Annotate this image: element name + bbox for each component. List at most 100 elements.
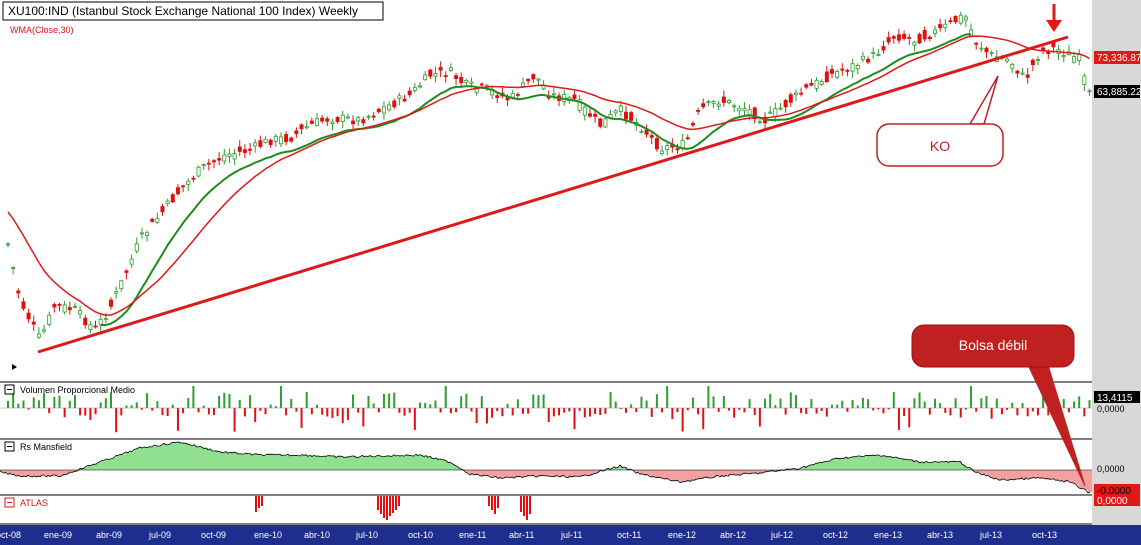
rs-area-slice <box>74 470 76 472</box>
volume-bar <box>238 399 241 408</box>
rs-area-slice <box>554 470 556 477</box>
rs-area-slice <box>612 468 614 470</box>
candle-body <box>26 312 31 320</box>
volume-bar <box>542 394 545 408</box>
rs-area-slice <box>210 448 212 470</box>
volume-bar <box>583 408 586 418</box>
atlas-bar <box>526 496 528 520</box>
rs-area-slice <box>818 463 820 470</box>
candle-body <box>819 81 824 85</box>
rs-area-slice <box>1088 470 1090 493</box>
rs-area-slice <box>68 470 70 474</box>
rs-area-slice <box>824 461 826 470</box>
rs-area-slice <box>264 455 266 470</box>
rs-area-slice <box>52 470 54 476</box>
rs-area-slice <box>606 469 608 470</box>
candle-body <box>922 30 927 40</box>
volume-bar <box>625 408 627 413</box>
volume-bar <box>1037 408 1039 416</box>
rs-area-slice <box>288 454 290 470</box>
rs-area-slice <box>222 452 224 470</box>
volume-bar <box>841 400 844 408</box>
volume-bar <box>192 386 195 408</box>
volume-bar <box>37 400 40 408</box>
candle-body <box>938 24 943 29</box>
rs-area-slice <box>846 456 848 470</box>
rs-area-slice <box>70 470 72 473</box>
volume-bar <box>274 405 277 408</box>
rs-area-slice <box>766 470 768 472</box>
chart-title: XU100:IND (Istanbul Stock Exchange Natio… <box>8 4 358 18</box>
rs-area-slice <box>860 456 862 470</box>
rs-area-slice <box>696 470 698 480</box>
volume-bar <box>182 408 185 414</box>
rs-area-slice <box>458 466 460 470</box>
volume-bar <box>285 408 288 416</box>
rs-area-slice <box>560 470 562 477</box>
candle-body <box>232 153 237 160</box>
candle-body <box>387 104 392 111</box>
rs-area-slice <box>1080 470 1082 489</box>
volume-bar <box>480 396 483 408</box>
rs-area-slice <box>750 470 752 474</box>
rs-area-slice <box>926 461 928 470</box>
candle-body <box>139 232 144 235</box>
rs-area-slice <box>1064 470 1066 483</box>
rs-area-slice <box>354 456 356 470</box>
rs-area-slice <box>624 466 626 470</box>
rs-area-slice <box>582 470 584 476</box>
rs-area-slice <box>688 470 690 481</box>
candle-body <box>773 108 778 117</box>
rs-area-slice <box>636 470 638 474</box>
volume-bar <box>176 408 179 431</box>
rs-area-slice <box>170 444 172 470</box>
rs-area-slice <box>738 470 740 475</box>
volume-bar <box>346 408 349 420</box>
volume-bar <box>630 404 633 408</box>
rs-area-slice <box>672 470 674 481</box>
rs-area-slice <box>252 455 254 470</box>
rs-area-slice <box>1050 470 1052 480</box>
rs-area-slice <box>256 453 258 470</box>
rs-area-slice <box>920 462 922 470</box>
candle-body <box>1077 54 1082 61</box>
candle-body <box>361 119 366 124</box>
rs-area-slice <box>54 470 56 476</box>
candle-body <box>716 103 721 107</box>
rs-area-slice <box>578 470 580 477</box>
volume-bar <box>151 408 154 411</box>
rs-area-slice <box>2 470 4 473</box>
atlas-bar <box>389 496 391 516</box>
time-axis-label: oct-12 <box>823 530 848 540</box>
volume-bar <box>1021 403 1024 408</box>
rs-area-slice <box>864 456 866 470</box>
rs-area-slice <box>586 470 588 475</box>
rs-area-slice <box>482 470 484 477</box>
candle-body <box>320 117 325 122</box>
candle-body <box>258 140 263 147</box>
rs-area-slice <box>114 457 116 470</box>
volume-bar <box>774 405 777 408</box>
time-axis-label: oct-08 <box>0 530 21 540</box>
rs-area-slice <box>510 470 512 478</box>
volume-bar <box>99 402 102 408</box>
volume-bar <box>877 408 880 410</box>
candle-body <box>963 16 968 21</box>
time-axis-label: oct-11 <box>617 530 641 540</box>
candle-body <box>57 303 62 306</box>
time-axis-label: ene-13 <box>874 530 902 540</box>
volume-bar <box>861 397 864 408</box>
rs-area-slice <box>954 461 956 470</box>
rs-area-slice <box>1018 470 1020 480</box>
rs-area-slice <box>244 453 246 470</box>
rs-area-slice <box>958 461 960 470</box>
candle-body <box>603 118 608 128</box>
candle-body <box>278 136 283 145</box>
volume-bar <box>650 408 653 417</box>
rs-area-slice <box>994 470 996 479</box>
volume-bar <box>769 393 772 408</box>
rs-area-slice <box>452 463 454 470</box>
candle-body <box>454 75 459 79</box>
candle-body <box>31 321 36 325</box>
volume-bar <box>58 395 61 408</box>
